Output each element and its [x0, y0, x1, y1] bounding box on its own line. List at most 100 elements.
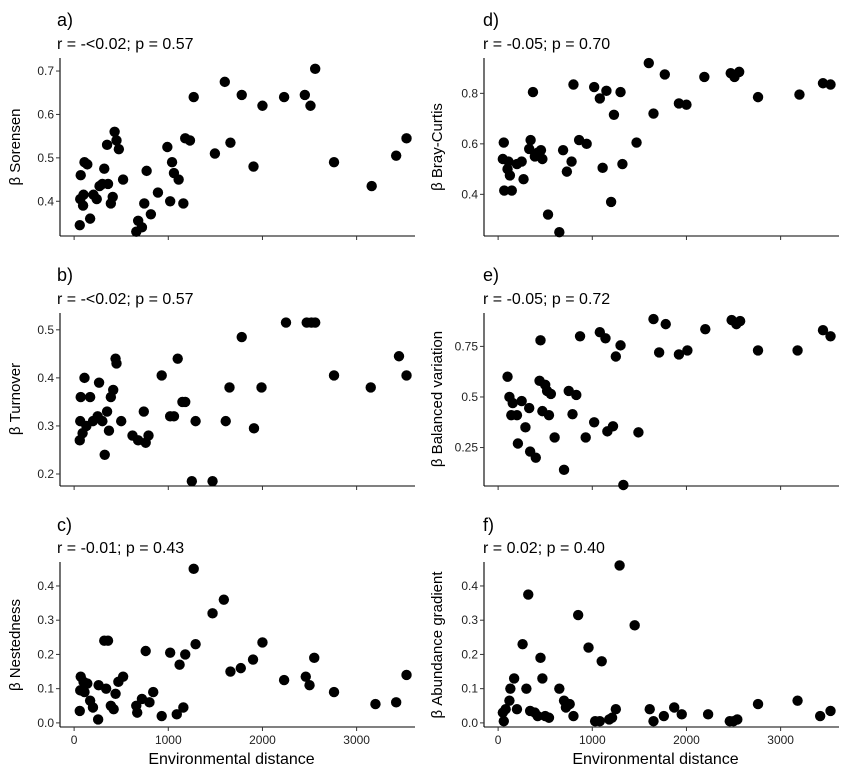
data-point [502, 371, 513, 382]
data-point [84, 391, 96, 403]
data-point [518, 173, 529, 185]
data-point [543, 712, 555, 723]
data-point [734, 315, 746, 327]
y-tick-label: 0.75 [455, 339, 479, 353]
stat-label: r = 0.02; p = 0.40 [483, 540, 605, 557]
x-tick-label: 2000 [249, 733, 276, 747]
data-point [648, 108, 659, 119]
data-point [401, 669, 412, 681]
data-point [172, 353, 183, 364]
data-point [247, 654, 259, 665]
data-point [365, 382, 376, 393]
data-point [566, 156, 577, 167]
data-point [825, 705, 836, 717]
data-point [554, 683, 565, 694]
data-point [139, 198, 150, 209]
data-point [527, 86, 539, 98]
y-tick-label: 0.5 [37, 151, 54, 165]
data-point [164, 196, 176, 207]
x-tick-label: 2000 [673, 733, 700, 747]
data-point [525, 134, 536, 146]
data-point [631, 137, 642, 148]
data-point [87, 702, 99, 713]
data-point [564, 698, 575, 710]
data-point [594, 93, 606, 104]
data-point [79, 372, 90, 384]
data-point [101, 139, 113, 151]
y-tick-label: 0.5 [37, 323, 54, 337]
data-point [817, 324, 829, 336]
y-tick-label: 0.0 [461, 716, 478, 730]
data-point [162, 141, 173, 153]
data-point [280, 317, 292, 328]
data-point [506, 185, 517, 196]
data-point [752, 345, 764, 356]
panel-label: d) [483, 10, 499, 30]
data-point [178, 702, 189, 713]
data-point [77, 200, 89, 211]
data-point [814, 710, 826, 722]
y-tick-label: 0.1 [37, 682, 54, 696]
y-axis-title: β Sorensen [7, 108, 24, 185]
data-point [219, 76, 230, 88]
data-point [190, 415, 201, 427]
data-point [145, 209, 157, 220]
data-point [543, 409, 555, 421]
data-point [615, 86, 626, 98]
x-axis-title: Environmental distance [148, 751, 314, 768]
data-point [190, 638, 201, 650]
y-tick-label: 0.1 [461, 682, 478, 696]
data-point [108, 703, 119, 715]
data-point [75, 170, 86, 181]
data-point [91, 193, 102, 205]
y-tick-label: 0.4 [37, 371, 54, 385]
data-point [583, 642, 594, 653]
data-point [618, 479, 629, 491]
data-point [561, 166, 573, 177]
y-tick-label: 0.0 [37, 716, 54, 730]
data-point [309, 317, 321, 328]
data-point [532, 710, 543, 722]
y-tick-label: 0.6 [461, 137, 478, 151]
data-point [100, 683, 112, 694]
data-point [643, 57, 654, 69]
data-point [164, 647, 176, 658]
data-point [702, 709, 714, 720]
data-point [188, 563, 199, 575]
data-point [370, 698, 381, 710]
data-point [156, 710, 167, 722]
stat-label: r = -0.05; p = 0.72 [483, 291, 610, 308]
data-point [117, 174, 129, 185]
y-tick-label: 0.4 [37, 579, 54, 593]
data-point [520, 422, 531, 433]
panel-label: e) [483, 265, 499, 285]
data-point [256, 382, 267, 393]
data-point [732, 714, 743, 725]
data-point [84, 213, 96, 224]
x-tick-label: 0 [495, 733, 502, 747]
data-point [116, 415, 127, 427]
data-point [658, 710, 670, 722]
data-point [588, 417, 600, 428]
data-point [93, 377, 105, 388]
data-point [309, 652, 320, 664]
data-point [328, 370, 340, 381]
data-point [366, 180, 377, 192]
data-point [148, 686, 159, 698]
stat-label: r = -<0.02; p = 0.57 [57, 291, 194, 308]
y-axis-title: β Abundance gradient [429, 571, 446, 719]
data-point [144, 697, 155, 708]
data-point [186, 475, 198, 487]
data-point [752, 91, 764, 103]
data-point [300, 671, 311, 682]
data-point [597, 162, 608, 174]
data-point [110, 688, 121, 699]
data-point [508, 673, 520, 684]
panel-label: a) [57, 10, 73, 30]
data-point [504, 170, 516, 181]
data-point [794, 89, 805, 100]
y-tick-label: 0.4 [461, 579, 478, 593]
data-point [596, 656, 607, 667]
data-point [136, 222, 148, 233]
